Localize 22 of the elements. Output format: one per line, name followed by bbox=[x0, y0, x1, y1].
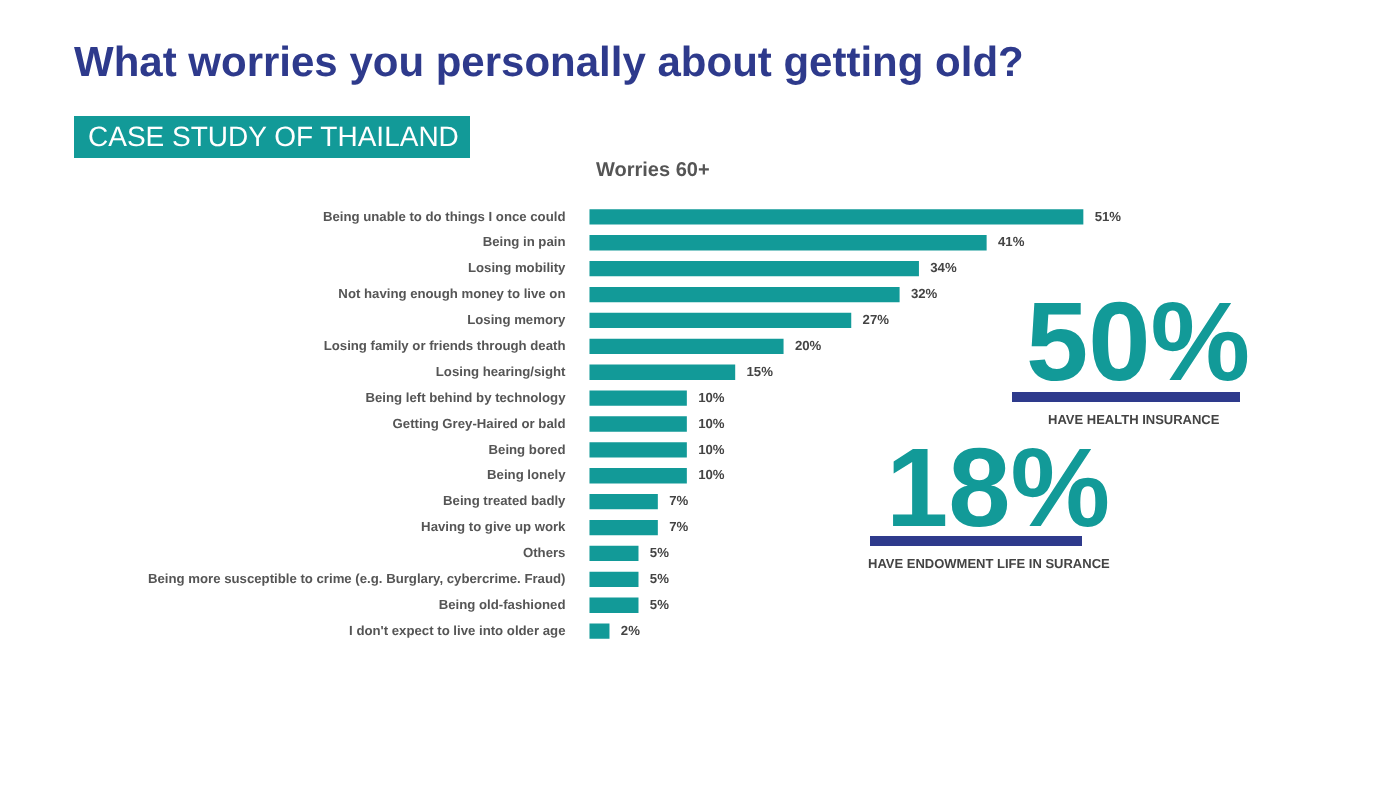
text: CASE STUDY OF THAILAND bbox=[74, 116, 470, 158]
bar bbox=[589, 260, 919, 277]
bar bbox=[589, 390, 687, 406]
bar bbox=[589, 235, 987, 251]
bar bbox=[589, 468, 687, 484]
bar bbox=[589, 571, 639, 588]
bar bbox=[589, 545, 639, 562]
chart-title: What worries you personally about getting old? bbox=[74, 40, 1024, 88]
bar bbox=[589, 519, 658, 536]
annotation: 18% bbox=[886, 424, 1111, 550]
bar bbox=[589, 338, 784, 354]
bar bbox=[589, 623, 610, 639]
bar bbox=[589, 597, 639, 613]
bar bbox=[589, 286, 900, 303]
bar bbox=[589, 364, 736, 380]
bar bbox=[589, 416, 687, 432]
bar bbox=[589, 442, 687, 458]
annotation: 50% bbox=[1026, 278, 1251, 404]
text: Worries 60+ bbox=[596, 160, 710, 182]
bar bbox=[589, 209, 1084, 225]
bar bbox=[589, 312, 852, 329]
bar bbox=[589, 494, 658, 510]
